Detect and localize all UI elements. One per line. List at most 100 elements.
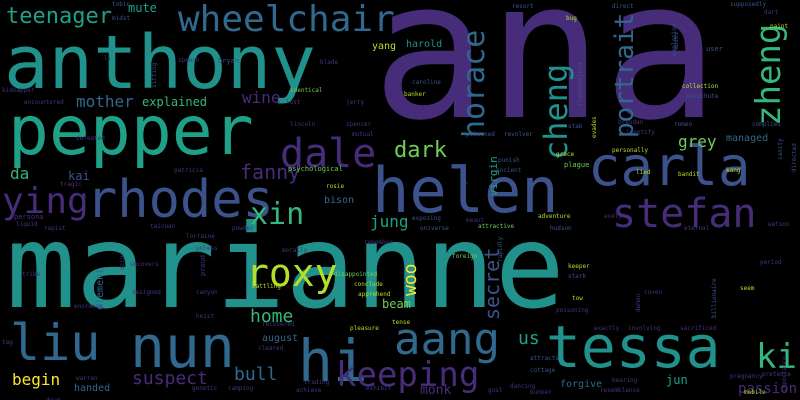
word-powder: powder — [232, 225, 254, 232]
word-marianne: marianne — [6, 200, 565, 335]
word-encountered: encountered — [24, 99, 64, 106]
word-yang: yang — [372, 41, 397, 52]
word-revolver: revolver — [504, 131, 533, 138]
word-forgive: forgive — [560, 379, 603, 390]
word-defeated: defeated — [76, 135, 105, 142]
word-tribe: tribe — [22, 271, 41, 278]
word-paint: paint — [770, 23, 789, 30]
word-attractive: attractive — [478, 223, 515, 230]
word-keeper: keeper — [568, 263, 590, 270]
word-tag: tag — [2, 339, 13, 346]
word-li: li — [104, 55, 112, 62]
word-midst: midst — [112, 15, 131, 22]
word-pregnancy: pregnancy — [730, 373, 763, 380]
word-direct: direct — [612, 3, 634, 10]
word-patricia: patricia — [174, 167, 203, 174]
word-moves: moves — [673, 31, 680, 50]
word-blade: blade — [320, 59, 339, 66]
word-canyon: canyon — [196, 289, 218, 296]
word-punish: punish — [498, 157, 520, 164]
word-occur: occur — [119, 251, 126, 270]
word-rapidly: rapidly — [497, 236, 504, 262]
word-rapist: rapist — [44, 225, 66, 232]
word-woo: woo — [400, 263, 421, 296]
word-mobile: mobile — [744, 389, 766, 396]
word-battling: battling — [252, 283, 281, 290]
word-suspect: suspect — [132, 368, 208, 389]
word-demon: demon — [635, 293, 642, 312]
word-pretense: pretense — [762, 371, 791, 378]
word-warren: warren — [76, 375, 98, 382]
word-personally: personally — [612, 147, 649, 154]
word-pleasure: pleasure — [350, 325, 379, 332]
word-tobin: tobin — [112, 1, 131, 8]
word-keeping: keeping — [336, 355, 480, 395]
word-cheng: cheng — [537, 63, 575, 160]
word-foreign: foreign — [452, 253, 478, 260]
word-begin: begin — [12, 370, 61, 389]
word-stefan: stefan — [612, 191, 757, 237]
word-wheelchair: wheelchair — [178, 0, 395, 40]
word-doug: doug — [46, 398, 60, 400]
word-bug: bug — [566, 15, 577, 22]
word-tessa: tessa — [546, 313, 721, 381]
word-zheng: zheng — [749, 23, 789, 126]
word-kai: kai — [68, 169, 90, 183]
word-disappointed: disappointed — [334, 271, 378, 278]
word-rhodes: rhodes — [86, 170, 274, 230]
word-ancient: ancient — [496, 167, 522, 174]
word-kang: kang — [726, 167, 741, 174]
word-frankenstein: frankenstein — [577, 62, 584, 106]
word-universe: universe — [420, 225, 449, 232]
word-evades: evades — [591, 116, 598, 138]
word-camping: camping — [228, 385, 254, 392]
word-plague: plague — [564, 161, 590, 169]
word-rosie: rosie — [326, 183, 345, 190]
word-tow: tow — [572, 295, 583, 302]
word-bison: bison — [324, 195, 355, 206]
word-lost: lost — [286, 99, 301, 106]
word-lorraine: lorraine — [186, 233, 215, 240]
word-billionaire: billionaire — [711, 278, 718, 318]
word-meant: meant — [466, 217, 485, 224]
word-ki: ki — [756, 337, 797, 377]
word-trading: trading — [304, 379, 330, 386]
word-importance: importance — [781, 355, 788, 392]
word-august: august — [262, 333, 299, 344]
word-banker: banker — [404, 91, 426, 98]
word-bunker: bunker — [530, 389, 552, 396]
word-teenager: teenager — [6, 4, 112, 29]
word-morally: morally — [282, 247, 308, 254]
word-mutual: mutual — [352, 131, 374, 138]
word-nun: nun — [130, 313, 235, 381]
word-resort: resort — [512, 3, 534, 10]
word-identify: identify — [626, 129, 655, 136]
word-poisoning: poisoning — [556, 307, 589, 314]
word-liquid: liquid — [16, 221, 38, 228]
word-anthony: anthony — [4, 20, 316, 106]
word-bryan: bryan — [218, 57, 240, 65]
word-enormous: enormous — [74, 303, 103, 310]
word-passion: passion — [738, 381, 798, 397]
word-conclude: conclude — [354, 281, 383, 288]
word-ana: ana — [372, 0, 719, 163]
word-adventure: adventure — [538, 213, 571, 220]
word-complies: complies — [752, 121, 781, 128]
word-aang: aang — [394, 314, 500, 365]
word-unless: unless — [196, 245, 218, 252]
word-apprehend: apprehend — [358, 291, 391, 298]
word-bearing: bearing — [612, 377, 638, 384]
word-grey: grey — [678, 132, 717, 151]
word-explained: explained — [142, 95, 208, 109]
word-coven: coven — [644, 289, 663, 296]
word-sacrificed: sacrificed — [680, 325, 717, 332]
word-recovered: recovered — [262, 321, 295, 328]
word-beam: beam — [382, 297, 411, 311]
word-exactly: exactly — [594, 325, 620, 332]
word-kidnapper: kidnapper — [2, 87, 35, 94]
word-mother: mother — [76, 92, 134, 111]
word-xin: xin — [250, 197, 305, 232]
word-wine: wine — [242, 88, 281, 107]
word-jerry: jerry — [346, 99, 365, 106]
word-ying: ying — [2, 181, 89, 222]
